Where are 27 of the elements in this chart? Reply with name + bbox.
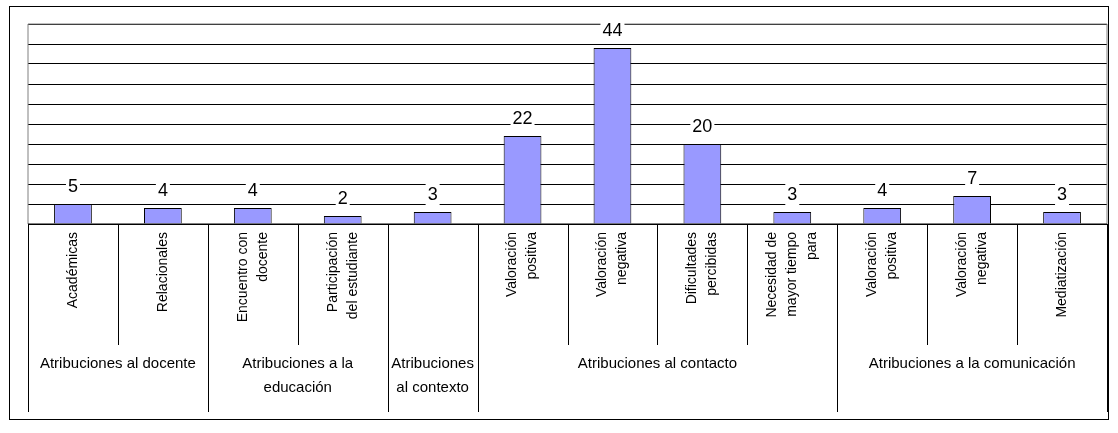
x-tick-label: Relacionales xyxy=(153,231,170,313)
text: Atribuciones a la educación xyxy=(242,354,354,396)
x-tick-label: Valoración positiva xyxy=(503,231,540,298)
data-label: 3 xyxy=(1057,183,1068,204)
x-tick-label: Encuentro con docente xyxy=(233,231,270,323)
text: Atribuciones al docente xyxy=(39,354,196,372)
x-tick-label: Académicas xyxy=(63,231,80,309)
data-label: 44 xyxy=(602,19,623,40)
data-label: 22 xyxy=(512,107,533,128)
text: Atribuciones a la comunicación xyxy=(868,354,1076,372)
data-label: 4 xyxy=(877,179,888,200)
x-tick-label: Valoración negativa xyxy=(593,231,630,298)
data-label: 7 xyxy=(967,167,978,188)
x-tick-label: Valoración negativa xyxy=(952,231,989,298)
x-tick-label: Necesidad de mayor tiempo para xyxy=(763,231,820,318)
text: Atribuciones al contexto xyxy=(391,354,474,396)
data-label: 2 xyxy=(337,187,348,208)
data-label: 5 xyxy=(67,175,78,196)
x-tick-label: Mediatización xyxy=(1052,232,1069,318)
x-tick-label: Valoración positiva xyxy=(863,231,900,298)
data-label: 3 xyxy=(787,183,798,204)
text: Atribuciones al contacto xyxy=(577,354,738,372)
data-label: 4 xyxy=(247,179,258,200)
data-label: 3 xyxy=(427,183,438,204)
x-tick-label: Dificultades percibidas xyxy=(683,231,720,305)
data-label: 20 xyxy=(692,115,713,136)
data-label: 4 xyxy=(157,179,168,200)
